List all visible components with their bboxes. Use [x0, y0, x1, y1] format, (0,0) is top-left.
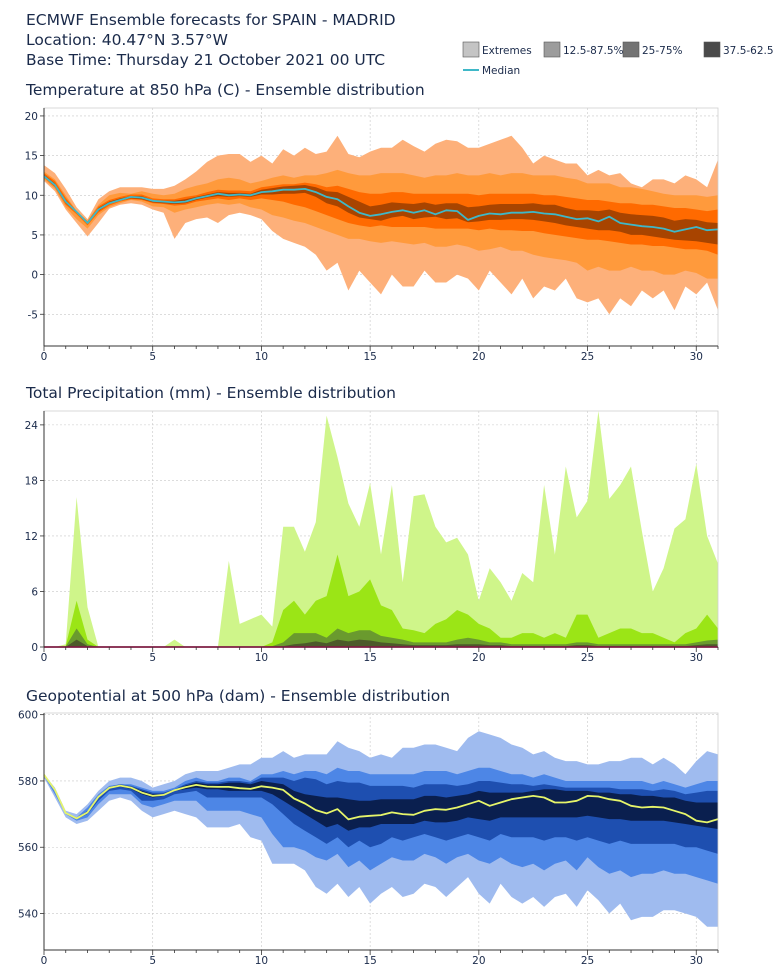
x-tick-label: 30	[690, 652, 703, 664]
x-tick-label: 25	[581, 351, 594, 363]
band-37-5-62-5-	[44, 639, 718, 647]
band-37-5-62-5-	[44, 174, 718, 245]
x-tick-label: 0	[41, 652, 48, 664]
y-tick-label: 600	[18, 710, 38, 722]
band-extremes	[44, 411, 718, 647]
legend-swatch-1	[543, 41, 561, 58]
x-tick-label: 10	[255, 652, 268, 664]
location-line: Location: 40.47°N 3.57°W	[26, 31, 228, 49]
x-tick-label: 10	[255, 955, 268, 967]
x-tick-label: 0	[41, 955, 48, 967]
legend-label-1: 12.5-87.5%	[563, 45, 624, 57]
y-tick-label: 10	[25, 190, 38, 202]
y-tick-label: 0	[31, 270, 38, 282]
x-tick-label: 5	[149, 955, 156, 967]
x-tick-label: 20	[472, 955, 485, 967]
y-tick-label: 560	[18, 842, 38, 854]
legend-label-2: 25-75%	[642, 45, 683, 57]
y-tick-label: 20	[25, 111, 38, 123]
y-tick-label: 6	[31, 586, 38, 598]
y-tick-label: 5	[31, 230, 38, 242]
base-time-line: Base Time: Thursday 21 October 2021 00 U…	[26, 51, 386, 69]
x-tick-label: 20	[472, 351, 485, 363]
x-tick-label: 20	[472, 652, 485, 664]
x-tick-label: 30	[690, 351, 703, 363]
band-25-75-	[44, 628, 718, 647]
x-tick-label: 15	[363, 955, 376, 967]
median-line	[43, 175, 719, 233]
x-tick-label: 10	[255, 351, 268, 363]
y-tick-label: -5	[28, 309, 38, 321]
legend-label-0: Extremes	[482, 45, 532, 57]
temperature-chart: 0 5 10 15 20 25 30 -5 0 5 10 15 20	[25, 107, 719, 363]
y-tick-label: 24	[25, 420, 39, 432]
precipitation-chart: 0 5 10 15 20 25 30 0 6 12 18 24	[25, 410, 719, 664]
y-tick-label: 580	[18, 776, 38, 788]
geopotential-chart-title: Geopotential at 500 hPa (dam) - Ensemble…	[26, 687, 451, 705]
x-tick-label: 25	[581, 652, 594, 664]
legend-swatch-0	[462, 41, 480, 58]
legend-label-3: 37.5-62.5%	[723, 45, 774, 57]
x-tick-label: 15	[363, 652, 376, 664]
y-tick-label: 12	[25, 531, 38, 543]
x-tick-label: 30	[690, 955, 703, 967]
x-tick-label: 5	[149, 351, 156, 363]
median-line	[43, 774, 719, 824]
y-tick-label: 18	[25, 475, 38, 487]
legend-median-label: Median	[482, 65, 520, 77]
y-tick-label: 0	[31, 642, 38, 654]
x-tick-label: 0	[41, 351, 48, 363]
y-tick-label: 15	[25, 151, 38, 163]
legend-swatch-3	[703, 41, 721, 58]
legend-swatch-2	[622, 41, 640, 58]
precipitation-chart-title: Total Precipitation (mm) - Ensemble dist…	[26, 384, 396, 402]
band-12-5-87-5-	[44, 554, 718, 647]
forecast-title: ECMWF Ensemble forecasts for SPAIN - MAD…	[26, 11, 396, 29]
x-tick-label: 15	[363, 351, 376, 363]
y-tick-label: 540	[18, 909, 38, 921]
x-tick-label: 25	[581, 955, 594, 967]
x-tick-label: 5	[149, 652, 156, 664]
band-37-5-62-5-	[44, 774, 718, 831]
temperature-chart-title: Temperature at 850 hPa (C) - Ensemble di…	[26, 81, 425, 99]
geopotential-chart: 0 5 10 15 20 25 30 540 560 580 600	[18, 710, 719, 967]
legend: Extremes 12.5-87.5% 25-75% 37.5-62.5% Median	[462, 41, 774, 77]
